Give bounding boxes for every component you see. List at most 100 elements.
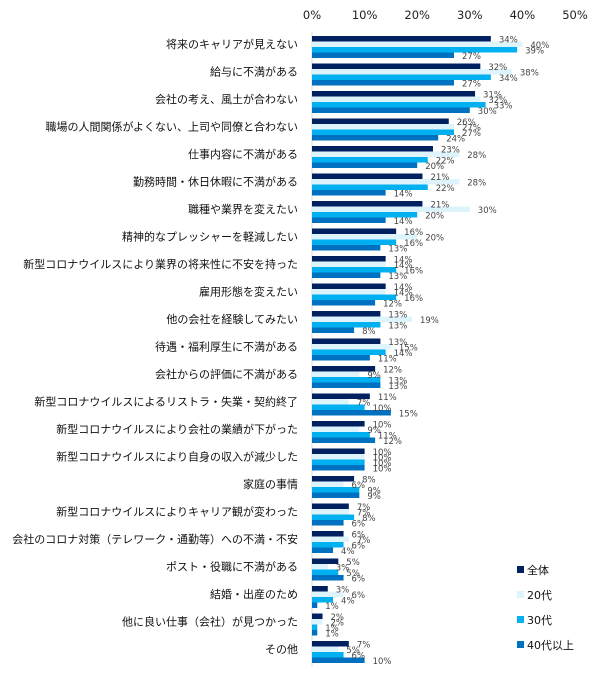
bar-20s bbox=[312, 151, 460, 157]
data-label: 32% bbox=[488, 96, 507, 106]
bar-30s bbox=[312, 377, 381, 383]
data-label: 10% bbox=[373, 454, 392, 464]
bar-40s-plus bbox=[312, 547, 334, 553]
data-label: 34% bbox=[499, 36, 518, 46]
bar-30s bbox=[312, 129, 455, 135]
data-label: 10% bbox=[373, 657, 392, 667]
data-label: 14% bbox=[394, 190, 413, 200]
bar-40s-plus bbox=[312, 107, 470, 113]
data-label: 13% bbox=[388, 322, 407, 332]
x-tick-label: 10% bbox=[352, 8, 378, 22]
data-label: 13% bbox=[388, 272, 407, 282]
data-label: 6% bbox=[352, 531, 366, 541]
category-label: 新型コロナウイルスにより業界の将来性に不安を持った bbox=[23, 257, 298, 271]
bar-all bbox=[312, 421, 365, 427]
data-label: 14% bbox=[394, 289, 413, 299]
data-label: 40% bbox=[530, 41, 549, 51]
bar-all bbox=[312, 91, 476, 97]
data-label: 7% bbox=[357, 503, 371, 513]
data-label: 9% bbox=[367, 487, 381, 497]
bar-all bbox=[312, 36, 491, 42]
data-label: 14% bbox=[394, 256, 413, 266]
bar-30s bbox=[312, 184, 428, 190]
data-label: 15% bbox=[399, 344, 418, 354]
data-label: 14% bbox=[394, 349, 413, 359]
bar-20s bbox=[312, 399, 349, 405]
bar-40s-plus bbox=[312, 80, 455, 86]
bar-40s-plus bbox=[312, 492, 360, 498]
bar-30s bbox=[312, 514, 355, 520]
bar-30s bbox=[312, 404, 365, 410]
legend: 全体 20代 30代 40代以上 bbox=[517, 563, 574, 652]
data-label: 27% bbox=[462, 80, 481, 90]
bars bbox=[312, 36, 523, 663]
bar-40s-plus bbox=[312, 657, 365, 663]
legend-swatch bbox=[517, 591, 524, 598]
data-label: 15% bbox=[399, 410, 418, 420]
bar-20s bbox=[312, 289, 386, 295]
x-tick-label: 30% bbox=[457, 8, 483, 22]
data-label: 3% bbox=[336, 586, 350, 596]
bar-40s-plus bbox=[312, 272, 381, 278]
category-label: 将来のキャリアが見えない bbox=[166, 37, 298, 51]
bar-all bbox=[312, 228, 397, 234]
category-label: その他 bbox=[265, 643, 298, 656]
x-tick-label: 20% bbox=[404, 8, 430, 22]
bar-30s bbox=[312, 487, 360, 493]
bar-20s bbox=[312, 41, 523, 47]
data-label: 8% bbox=[362, 514, 376, 524]
bar-all bbox=[312, 201, 423, 207]
legend-label: 全体 bbox=[527, 563, 549, 577]
bar-20s bbox=[312, 261, 386, 267]
bar-all bbox=[312, 173, 423, 179]
category-label: 新型コロナウイルスにより会社の業績が下がった bbox=[56, 422, 298, 436]
bar-all bbox=[312, 448, 365, 454]
bar-40s-plus bbox=[312, 327, 355, 333]
bar-30s bbox=[312, 294, 397, 300]
bar-30s bbox=[312, 267, 397, 273]
data-label: 14% bbox=[394, 217, 413, 227]
legend-label: 40代以上 bbox=[527, 639, 574, 652]
data-label: 13% bbox=[388, 338, 407, 348]
data-label: 16% bbox=[404, 267, 423, 277]
bar-30s bbox=[312, 157, 428, 163]
data-label: 33% bbox=[494, 102, 513, 112]
bar-40s-plus bbox=[312, 355, 370, 361]
bar-20s bbox=[312, 234, 418, 240]
data-label: 22% bbox=[436, 157, 455, 167]
bar-all bbox=[312, 641, 349, 647]
data-label: 20% bbox=[425, 234, 444, 244]
bar-30s bbox=[312, 322, 381, 328]
data-label: 28% bbox=[467, 151, 486, 161]
data-label: 30% bbox=[478, 206, 497, 216]
bar-40s-plus bbox=[312, 410, 391, 416]
legend-label: 20代 bbox=[527, 589, 552, 602]
data-label: 7% bbox=[357, 509, 371, 519]
category-label: 雇用形態を変えたい bbox=[199, 285, 298, 299]
data-label: 16% bbox=[404, 294, 423, 304]
data-label: 12% bbox=[383, 437, 402, 447]
bar-all bbox=[312, 558, 339, 564]
data-label: 6% bbox=[352, 575, 366, 585]
data-label: 10% bbox=[373, 404, 392, 414]
bar-40s-plus bbox=[312, 465, 365, 471]
bar-40s-plus bbox=[312, 575, 344, 581]
data-label: 34% bbox=[499, 74, 518, 84]
data-label: 6% bbox=[352, 591, 366, 601]
bar-40s-plus bbox=[312, 437, 376, 443]
legend-swatch bbox=[517, 641, 524, 648]
bar-all bbox=[312, 393, 370, 399]
bar-all bbox=[312, 311, 381, 317]
bar-40s-plus bbox=[312, 245, 381, 251]
bar-20s bbox=[312, 69, 512, 75]
data-label: 8% bbox=[362, 327, 376, 337]
bar-20s bbox=[312, 316, 412, 322]
bar-40s-plus bbox=[312, 190, 386, 196]
bar-20s bbox=[312, 646, 339, 652]
bar-20s bbox=[312, 371, 360, 377]
bar-30s bbox=[312, 432, 370, 438]
category-label: 結婚・出産のため bbox=[210, 587, 298, 601]
data-labels: 34%40%39%27%32%38%34%27%31%32%33%30%26%2… bbox=[325, 36, 549, 668]
bar-30s bbox=[312, 459, 365, 465]
